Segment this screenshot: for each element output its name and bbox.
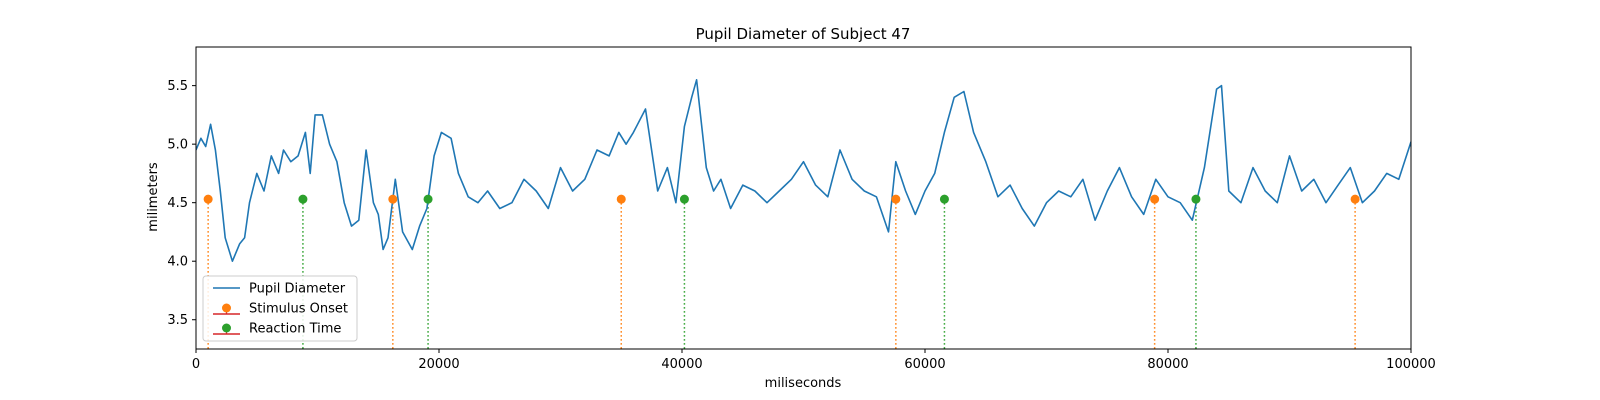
- pupil-diameter-line: [196, 79, 1411, 263]
- reaction-time-marker: [298, 194, 308, 204]
- stimulus-onset-marker: [1150, 194, 1160, 204]
- x-axis-label: miliseconds: [765, 376, 842, 391]
- reaction-time-marker: [1191, 194, 1201, 204]
- x-tick-label: 80000: [1147, 357, 1188, 372]
- x-tick-label: 100000: [1386, 357, 1436, 372]
- chart-title: Pupil Diameter of Subject 47: [696, 25, 911, 43]
- stimulus-onset-marker: [203, 194, 213, 204]
- y-tick-label: 4.5: [167, 196, 188, 211]
- x-tick-label: 0: [192, 357, 200, 372]
- y-tick-label: 3.5: [167, 313, 188, 328]
- y-tick-label: 5.0: [167, 138, 188, 153]
- reaction-time-marker: [423, 194, 433, 204]
- stimulus-onset-marker: [891, 194, 901, 204]
- x-axis: 0 20000 40000 60000 80000 100000: [192, 349, 1436, 372]
- reaction-time-marker: [939, 194, 949, 204]
- x-tick-label: 20000: [418, 357, 459, 372]
- stimulus-onset-marker: [616, 194, 626, 204]
- y-tick-label: 5.5: [167, 79, 188, 94]
- plot-frame: [195, 46, 1412, 350]
- y-tick-label: 4.0: [167, 255, 188, 270]
- legend-label: Reaction Time: [249, 322, 341, 337]
- stimulus-onset-marker: [388, 194, 398, 204]
- x-tick-label: 40000: [661, 357, 702, 372]
- y-axis-label: milimeters: [146, 162, 161, 232]
- legend-label: Pupil Diameter: [249, 282, 346, 297]
- legend-marker: [222, 303, 231, 313]
- reaction-time-marker: [679, 194, 689, 204]
- legend: Pupil Diameter Stimulus Onset Reaction Tim…: [202, 275, 358, 342]
- legend-label: Stimulus Onset: [249, 302, 348, 317]
- y-axis: 3.5 4.0 4.5 5.0 5.5: [167, 79, 196, 328]
- x-tick-label: 60000: [904, 357, 945, 372]
- plot-area: [196, 79, 1411, 349]
- stimulus-onset-marker: [1350, 194, 1360, 204]
- legend-marker: [222, 323, 231, 333]
- legend-box: [202, 275, 358, 342]
- plot-series: [196, 79, 1411, 349]
